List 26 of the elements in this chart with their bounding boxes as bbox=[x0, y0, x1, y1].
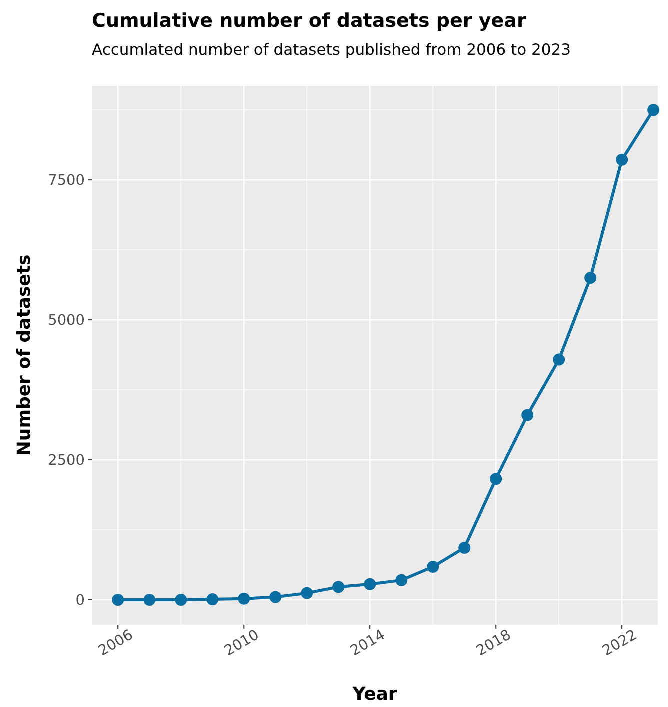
y-tick-label: 7500 bbox=[48, 173, 85, 190]
point bbox=[332, 581, 345, 594]
point bbox=[396, 574, 408, 586]
point bbox=[364, 578, 376, 590]
point bbox=[427, 560, 440, 573]
point bbox=[144, 594, 156, 606]
point bbox=[175, 594, 188, 606]
y-tick-label: 5000 bbox=[48, 313, 85, 330]
point bbox=[112, 594, 124, 606]
point bbox=[301, 587, 314, 600]
point bbox=[584, 272, 597, 284]
point bbox=[648, 104, 660, 116]
point bbox=[206, 593, 219, 606]
point bbox=[553, 354, 566, 366]
point bbox=[522, 409, 534, 422]
point bbox=[616, 154, 628, 166]
chart-title: Cumulative number of datasets per year bbox=[92, 10, 527, 32]
y-tick-label: 2500 bbox=[48, 453, 85, 470]
point bbox=[490, 473, 502, 486]
y-axis-title: Number of datasets bbox=[14, 254, 35, 456]
point bbox=[270, 591, 282, 604]
chart-subtitle: Accumlated number of datasets published from 2006 to 2023 bbox=[92, 41, 571, 59]
y-tick-label: 0 bbox=[76, 593, 85, 610]
point bbox=[238, 592, 250, 605]
point bbox=[458, 542, 471, 554]
x-axis-title: Year bbox=[352, 684, 398, 705]
